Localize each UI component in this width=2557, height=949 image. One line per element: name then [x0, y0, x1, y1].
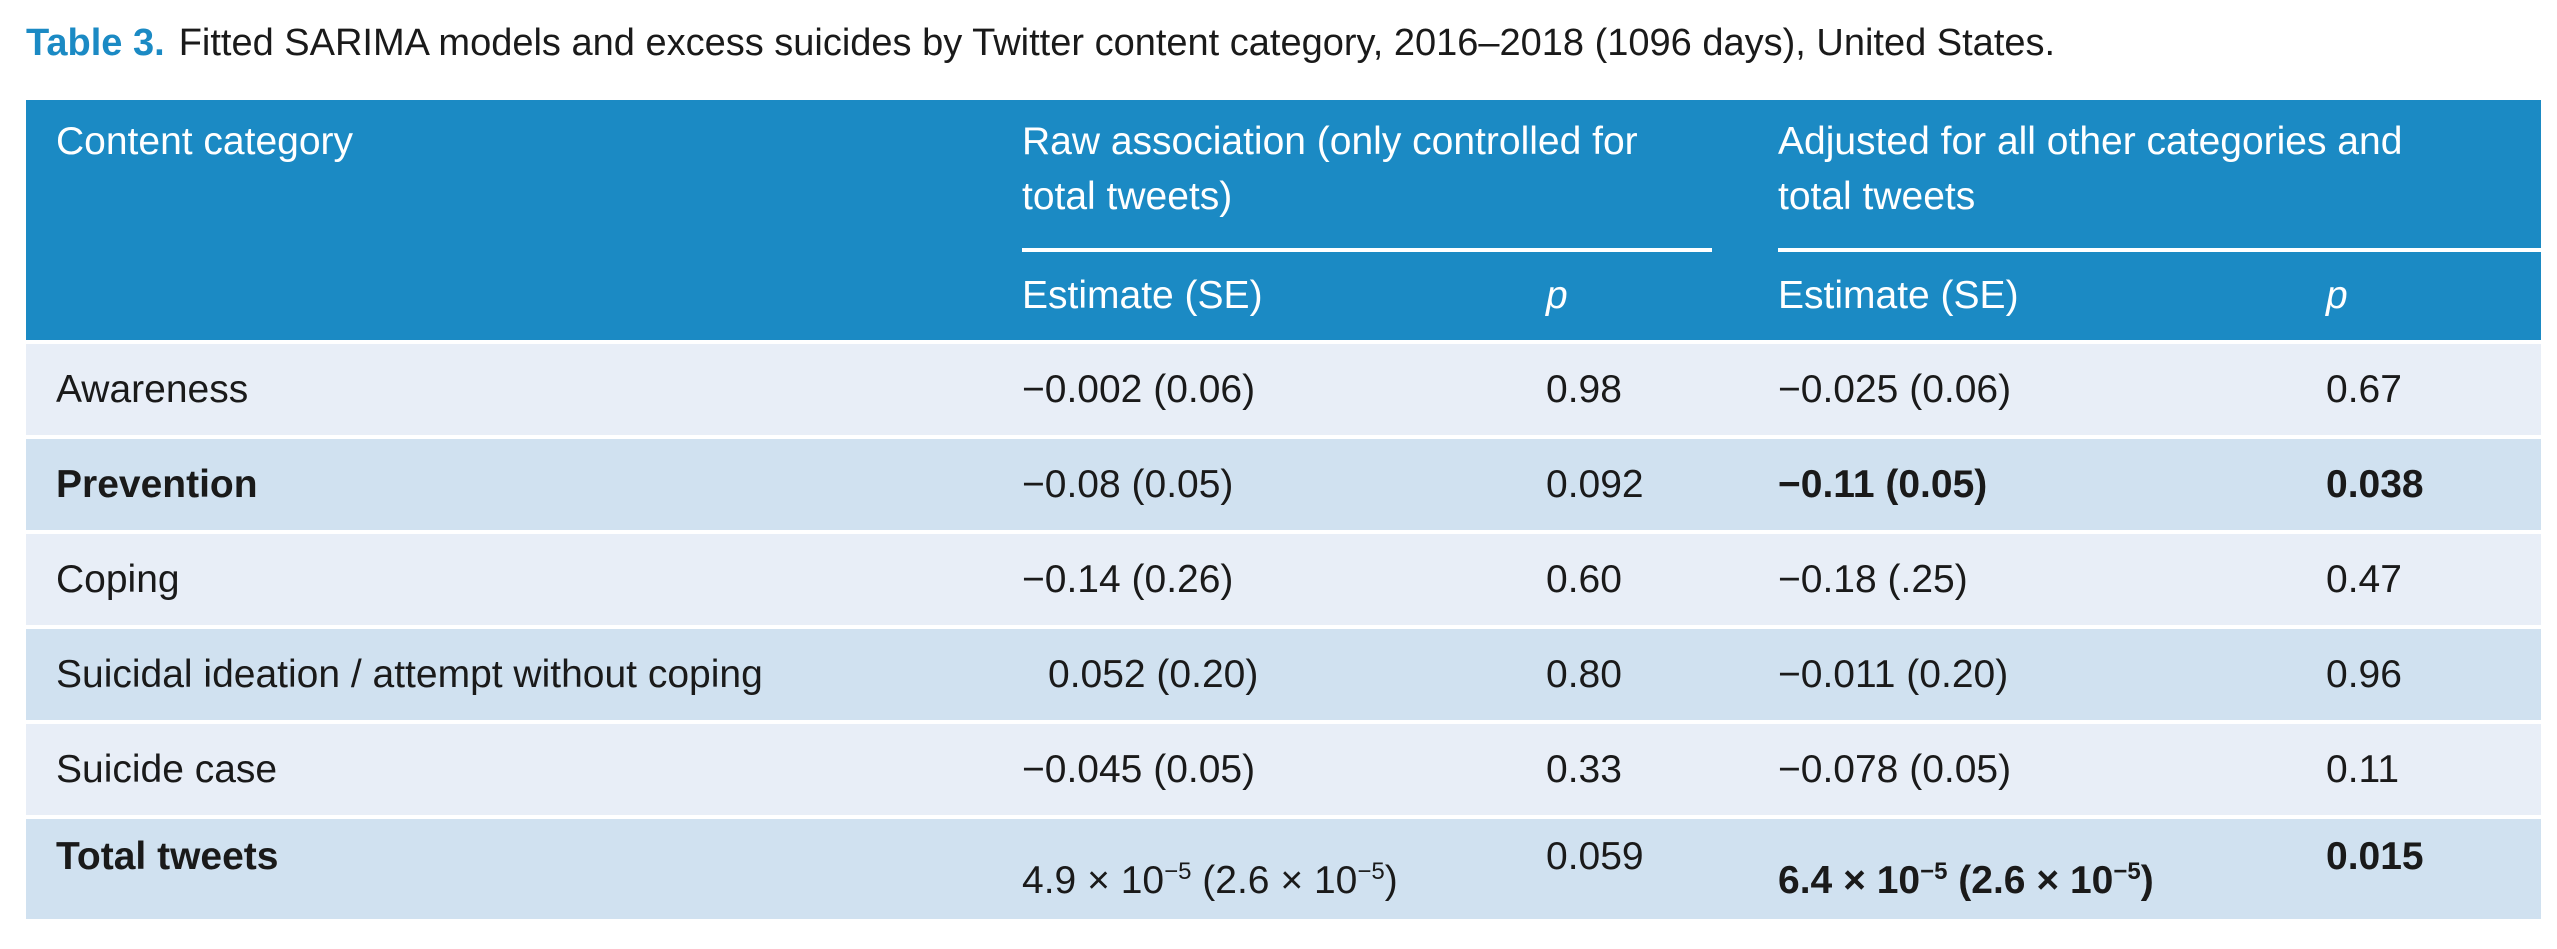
header-raw-association: Raw association (only controlled for tot…: [1022, 114, 1638, 224]
row-category: Suicidal ideation / attempt without copi…: [56, 653, 763, 696]
row-adj-estimate: −0.078 (0.05): [1778, 748, 2012, 791]
table-row: Suicidal ideation / attempt without copi…: [26, 629, 2541, 720]
row-adj-estimate-sci: 6.4 × 10−5 (2.6 × 10−5): [1778, 858, 2154, 902]
row-raw-p: 0.80: [1546, 653, 1622, 696]
row-raw-p: 0.98: [1546, 368, 1622, 411]
row-category: Coping: [56, 558, 180, 601]
table-label: Table 3.: [26, 22, 165, 64]
row-category: Total tweets: [56, 835, 279, 878]
header-rule-raw: [1022, 248, 1712, 252]
row-raw-p: 0.60: [1546, 558, 1622, 601]
header-raw-line-2: total tweets): [1022, 175, 1233, 218]
results-table: Content category Raw association (only c…: [26, 100, 2541, 919]
table-row: Awareness −0.002 (0.06) 0.98 −0.025 (0.0…: [26, 344, 2541, 435]
row-raw-estimate: −0.14 (0.26): [1022, 558, 1234, 601]
row-adj-p: 0.96: [2326, 653, 2402, 696]
header-adjusted-p: p: [2326, 274, 2348, 317]
row-raw-estimate: −0.08 (0.05): [1022, 463, 1234, 506]
row-raw-estimate: −0.002 (0.06): [1022, 368, 1256, 411]
row-category: Suicide case: [56, 748, 278, 791]
table-row: Coping −0.14 (0.26) 0.60 −0.18 (.25) 0.4…: [26, 534, 2541, 625]
header-adjusted-line-1: Adjusted for all other categories and: [1778, 120, 2403, 163]
table-row-total: Total tweets 4.9 × 10−5 (2.6 × 10−5) 0.0…: [26, 819, 2541, 919]
caption-text: Fitted SARIMA models and excess suicides…: [178, 22, 2056, 64]
row-adj-p: 0.015: [2326, 835, 2424, 878]
table-caption: Table 3. Fitted SARIMA models and excess …: [26, 16, 2055, 70]
row-adj-estimate: −0.011 (0.20): [1778, 653, 2009, 696]
table-row: Suicide case −0.045 (0.05) 0.33 −0.078 (…: [26, 724, 2541, 815]
header-raw-estimate: Estimate (SE): [1022, 274, 1263, 317]
row-raw-estimate: 0.052 (0.20): [1048, 653, 1259, 696]
row-adj-p: 0.11: [2326, 748, 2400, 791]
row-raw-estimate-sci: 4.9 × 10−5 (2.6 × 10−5): [1022, 858, 1398, 902]
header-adjusted-estimate: Estimate (SE): [1778, 274, 2019, 317]
row-raw-p: 0.092: [1546, 463, 1644, 506]
row-adj-p: 0.038: [2326, 463, 2424, 506]
row-raw-p: 0.33: [1546, 748, 1622, 791]
row-adj-estimate: −0.11 (0.05): [1778, 463, 1988, 506]
header-content-category: Content category: [56, 120, 354, 163]
row-category: Prevention: [56, 463, 258, 506]
row-category: Awareness: [56, 368, 249, 411]
header-raw-line-1: Raw association (only controlled for: [1022, 120, 1638, 163]
row-adj-estimate: −0.18 (.25): [1778, 558, 1968, 601]
header-adjusted-line-2: total tweets: [1778, 175, 1976, 218]
row-adj-p: 0.67: [2326, 368, 2402, 411]
header-raw-p: p: [1546, 274, 1568, 317]
header-adjusted: Adjusted for all other categories and to…: [1778, 114, 2402, 224]
header-rule-adjusted: [1778, 248, 2541, 252]
row-adj-p: 0.47: [2326, 558, 2402, 601]
row-raw-p: 0.059: [1546, 835, 1644, 878]
table-row: Prevention −0.08 (0.05) 0.092 −0.11 (0.0…: [26, 439, 2541, 530]
row-raw-estimate: −0.045 (0.05): [1022, 748, 1256, 791]
row-adj-estimate: −0.025 (0.06): [1778, 368, 2012, 411]
table-header: Content category Raw association (only c…: [26, 100, 2541, 340]
